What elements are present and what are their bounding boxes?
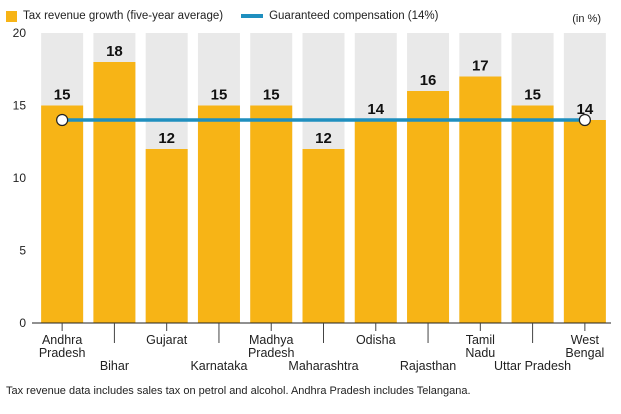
- bar-value-label: 15: [54, 87, 71, 104]
- footnote: Tax revenue data includes sales tax on p…: [6, 385, 471, 397]
- x-tick-label: Odisha: [356, 333, 396, 347]
- legend-bar-label: Tax revenue growth (five-year average): [23, 10, 224, 22]
- bar-value-label: 16: [420, 72, 437, 89]
- x-tick-label: Karnataka: [190, 359, 247, 373]
- legend-bar-swatch: [6, 10, 17, 22]
- reference-line-start-marker: [56, 113, 69, 127]
- bar: [93, 62, 136, 323]
- bar: [511, 105, 554, 323]
- reference-line-end-marker: [578, 113, 591, 127]
- bar: [250, 105, 293, 323]
- bar: [354, 120, 397, 323]
- bar-value-label: 12: [315, 130, 332, 147]
- bar: [197, 105, 240, 323]
- bar: [145, 149, 188, 323]
- x-tick-label: Andhra Pradesh: [39, 333, 86, 360]
- legend: Tax revenue growth (five-year average) G…: [6, 10, 438, 22]
- x-tick-label: Tamil Nadu: [465, 333, 495, 360]
- bar-value-label: 14: [577, 101, 594, 118]
- bar-value-label: 12: [158, 130, 175, 147]
- bar-value-label: 15: [211, 87, 228, 104]
- legend-line-swatch: [241, 14, 264, 18]
- x-tick-label: Gujarat: [146, 333, 188, 347]
- y-tick-label: 0: [19, 316, 26, 330]
- bar: [41, 105, 84, 323]
- bar: [407, 91, 450, 323]
- unit-label: (in %): [572, 13, 601, 25]
- legend-line-label: Guaranteed compensation (14%): [269, 10, 439, 22]
- y-tick-label: 10: [13, 171, 27, 185]
- x-tick-label: Madhya Pradesh: [248, 333, 295, 360]
- x-tick-label: West Bengal: [565, 333, 604, 360]
- bar-value-label: 17: [472, 58, 489, 75]
- bar-value-label: 15: [524, 87, 541, 104]
- bar: [459, 76, 502, 323]
- bar-value-label: 15: [263, 87, 280, 104]
- bar: [563, 120, 606, 323]
- y-tick-label: 5: [19, 244, 26, 258]
- x-tick-label: Rajasthan: [400, 359, 456, 373]
- x-tick-label: Uttar Pradesh: [494, 359, 571, 373]
- y-tick-label: 20: [13, 26, 27, 40]
- bar-value-label: 14: [367, 101, 384, 118]
- bar: [302, 149, 345, 323]
- y-tick-label: 15: [13, 99, 27, 113]
- x-tick-label: Bihar: [100, 359, 129, 373]
- bar-value-label: 18: [106, 43, 123, 60]
- x-tick-label: Maharashtra: [288, 359, 358, 373]
